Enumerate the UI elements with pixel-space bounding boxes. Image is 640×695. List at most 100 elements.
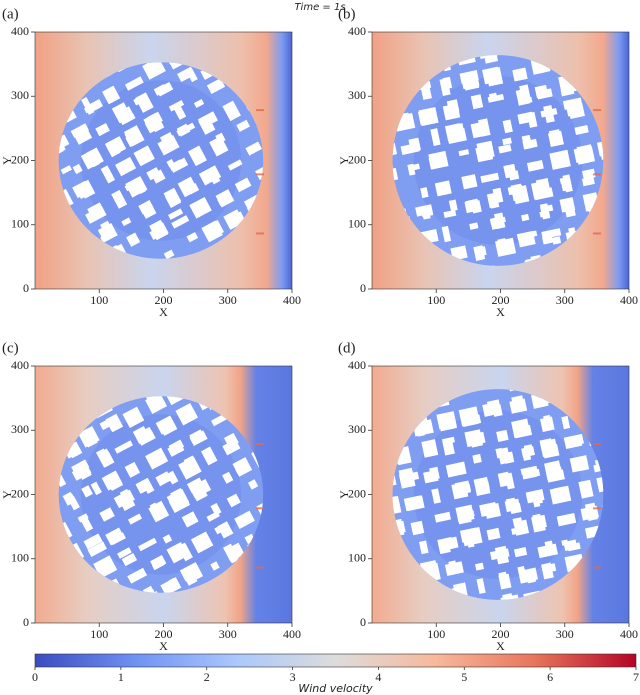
building xyxy=(171,215,190,229)
y-tick-label: 100 xyxy=(11,551,29,565)
building xyxy=(235,463,249,474)
building xyxy=(196,7,214,27)
building xyxy=(324,181,340,198)
building xyxy=(200,347,218,360)
building xyxy=(193,326,202,335)
building xyxy=(476,140,495,160)
building xyxy=(187,318,205,335)
building xyxy=(8,106,25,120)
building xyxy=(125,15,142,33)
figure-title: Time = 1s xyxy=(294,2,345,13)
building xyxy=(355,47,368,56)
y-tick-label: 200 xyxy=(348,152,366,166)
building xyxy=(99,448,113,464)
building xyxy=(138,306,159,327)
building xyxy=(525,569,537,584)
colorbar-tick-label: 4 xyxy=(375,670,381,684)
building xyxy=(153,84,167,96)
building xyxy=(631,184,640,203)
y-tick-label: 0 xyxy=(360,615,366,629)
panel-label: (b) xyxy=(338,6,356,22)
building xyxy=(183,455,198,471)
building xyxy=(202,221,222,237)
wake xyxy=(593,173,602,176)
building xyxy=(162,534,173,544)
building xyxy=(102,85,121,105)
building xyxy=(292,185,306,196)
y-axis-label: Y xyxy=(0,490,14,499)
building xyxy=(434,180,452,197)
building xyxy=(387,314,397,321)
building xyxy=(476,481,490,492)
building xyxy=(498,573,512,590)
building xyxy=(175,403,198,426)
building xyxy=(455,504,475,523)
building xyxy=(636,540,640,558)
building xyxy=(168,99,185,112)
building xyxy=(550,10,560,20)
building xyxy=(119,113,136,126)
building xyxy=(200,446,218,466)
building xyxy=(236,119,251,132)
building xyxy=(109,529,123,542)
building xyxy=(418,308,427,318)
building xyxy=(442,76,453,90)
y-tick-label: 400 xyxy=(348,24,366,38)
building xyxy=(166,541,189,564)
building xyxy=(479,502,498,517)
x-tick-label: 200 xyxy=(492,627,510,641)
building xyxy=(332,385,350,397)
panel-label: (c) xyxy=(2,340,19,356)
building xyxy=(223,543,239,562)
wake xyxy=(593,566,602,569)
x-tick-label: 400 xyxy=(283,627,301,641)
wake xyxy=(256,507,265,510)
building xyxy=(487,93,505,103)
building xyxy=(494,545,510,565)
y-tick-label: 100 xyxy=(348,551,366,565)
y-tick-label: 300 xyxy=(348,422,366,436)
building xyxy=(458,149,470,157)
building xyxy=(502,119,513,134)
building xyxy=(121,217,132,227)
building xyxy=(526,111,538,128)
building xyxy=(634,520,640,529)
building xyxy=(122,500,136,511)
building xyxy=(464,199,479,214)
building xyxy=(389,314,404,329)
building xyxy=(565,100,582,117)
building xyxy=(312,502,327,516)
building xyxy=(226,493,241,508)
building xyxy=(536,88,553,100)
building xyxy=(0,92,8,106)
building xyxy=(461,174,478,190)
x-tick-label: 100 xyxy=(90,627,108,641)
building xyxy=(119,317,141,339)
building xyxy=(530,180,551,200)
building xyxy=(142,585,157,593)
y-tick-label: 300 xyxy=(11,422,29,436)
wake xyxy=(256,566,265,569)
building xyxy=(590,0,610,10)
building xyxy=(444,561,464,576)
building xyxy=(211,413,228,427)
y-tick-label: 200 xyxy=(11,152,29,166)
building xyxy=(543,414,551,422)
y-tick-label: 200 xyxy=(348,486,366,500)
building xyxy=(361,510,373,521)
building xyxy=(470,120,490,139)
x-axis-label: X xyxy=(496,305,505,319)
x-tick-label: 300 xyxy=(556,627,574,641)
building xyxy=(567,4,583,21)
building xyxy=(114,636,126,647)
building xyxy=(415,204,433,217)
building xyxy=(476,578,486,594)
building xyxy=(563,202,576,218)
building xyxy=(462,418,479,428)
building xyxy=(567,5,585,20)
building xyxy=(189,479,212,499)
building xyxy=(573,145,595,163)
building xyxy=(206,78,226,95)
building xyxy=(190,531,214,554)
